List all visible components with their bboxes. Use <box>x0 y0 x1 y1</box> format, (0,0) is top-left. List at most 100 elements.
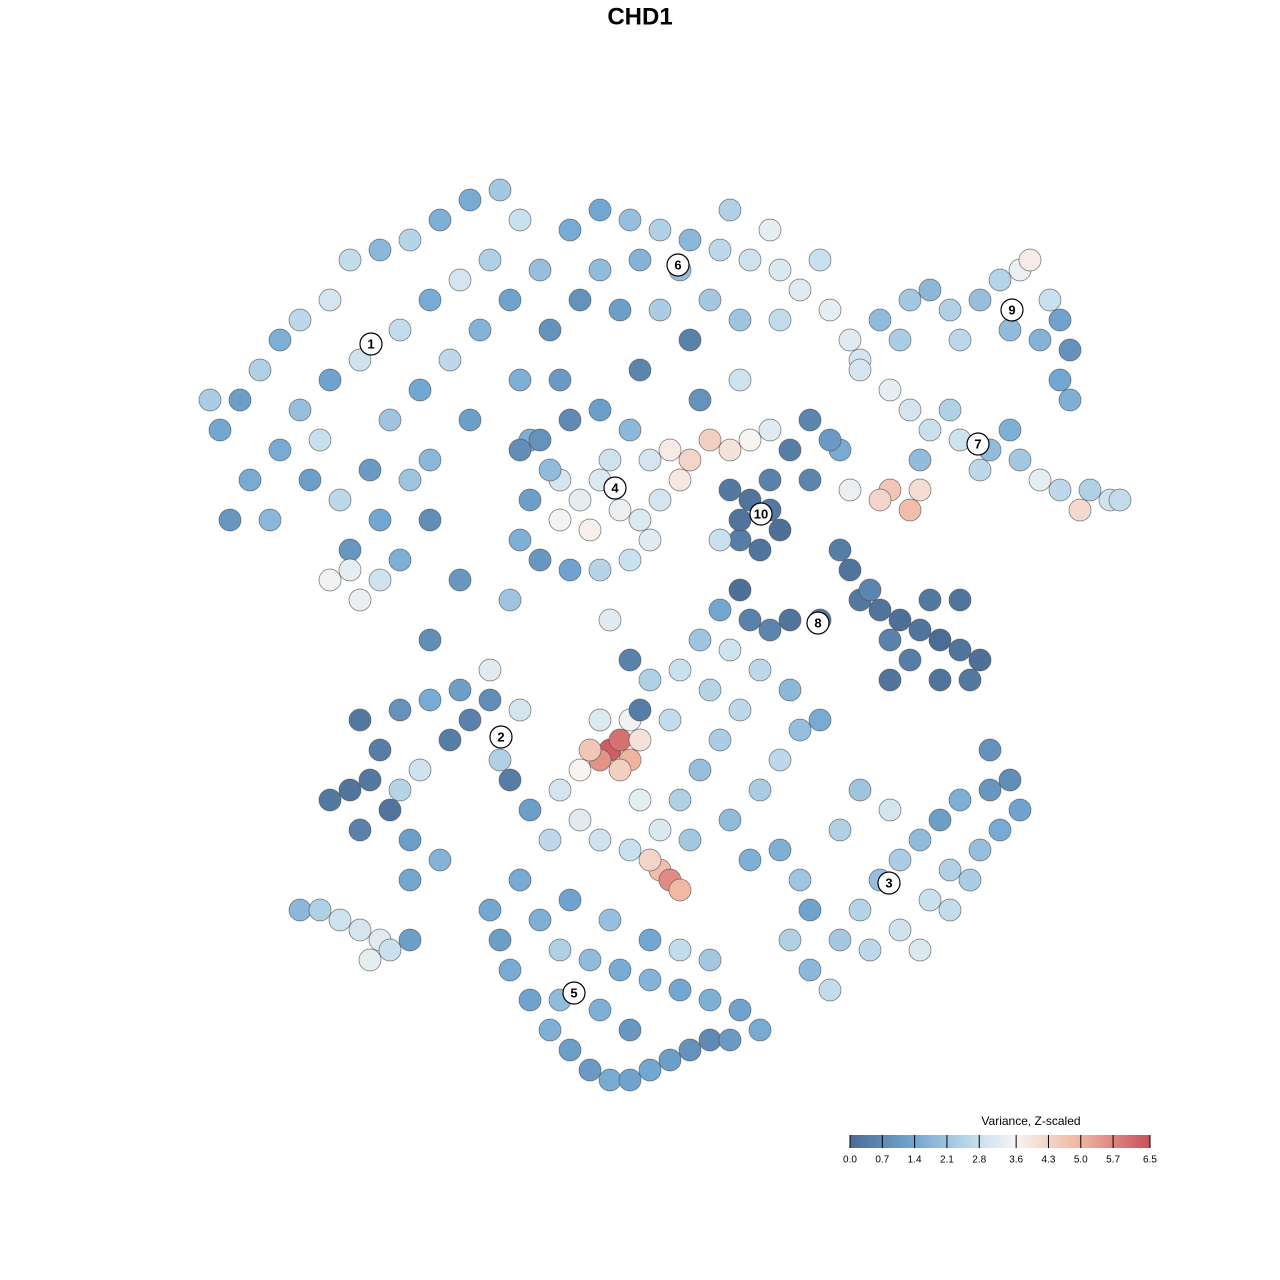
point <box>468 318 492 342</box>
cluster-marker <box>1000 298 1024 322</box>
point <box>568 758 592 782</box>
point <box>1058 388 1082 412</box>
point <box>918 888 942 912</box>
point <box>618 548 642 572</box>
point <box>768 748 792 772</box>
point <box>648 818 672 842</box>
point <box>828 928 852 952</box>
point <box>898 398 922 422</box>
point <box>698 428 722 452</box>
point <box>678 828 702 852</box>
point <box>398 468 422 492</box>
point <box>1048 308 1072 332</box>
point <box>558 218 582 242</box>
point <box>948 788 972 812</box>
point <box>638 848 662 872</box>
point <box>498 288 522 312</box>
point <box>818 978 842 1002</box>
point <box>378 938 402 962</box>
point <box>648 218 672 242</box>
point <box>498 588 522 612</box>
point <box>728 308 752 332</box>
point <box>488 748 512 772</box>
point <box>488 928 512 952</box>
point <box>618 1068 642 1092</box>
point <box>518 488 542 512</box>
point <box>598 908 622 932</box>
point <box>398 928 422 952</box>
point <box>848 898 872 922</box>
point <box>618 418 642 442</box>
point <box>958 668 982 692</box>
point <box>508 698 532 722</box>
point <box>818 298 842 322</box>
point <box>358 768 382 792</box>
point <box>548 938 572 962</box>
point <box>438 348 462 372</box>
point <box>658 708 682 732</box>
point <box>938 398 962 422</box>
point <box>668 658 692 682</box>
point <box>508 868 532 892</box>
point <box>868 598 892 622</box>
point <box>508 438 532 462</box>
point <box>618 208 642 232</box>
cluster-label: 1 <box>367 336 374 351</box>
point <box>348 348 372 372</box>
point <box>778 608 802 632</box>
colorbar: Variance, Z-scaled 0.0 0.7 1.4 2.1 2.8 3.6 4.3… <box>843 1114 1157 1165</box>
point <box>628 248 652 272</box>
point <box>508 208 532 232</box>
point <box>378 798 402 822</box>
point <box>528 908 552 932</box>
point <box>768 258 792 282</box>
point <box>708 728 732 752</box>
point <box>478 658 502 682</box>
point <box>578 1058 602 1082</box>
point <box>718 478 742 502</box>
point <box>908 448 932 472</box>
points <box>198 178 1132 1092</box>
point <box>508 528 532 552</box>
colorbar-tick-label: 2.8 <box>972 1155 986 1166</box>
point <box>758 418 782 442</box>
point <box>318 568 342 592</box>
point <box>798 958 822 982</box>
point <box>618 648 642 672</box>
point <box>668 788 692 812</box>
point <box>1048 478 1072 502</box>
point <box>928 628 952 652</box>
point <box>518 798 542 822</box>
cluster-marker <box>806 611 830 635</box>
point <box>768 518 792 542</box>
point <box>338 778 362 802</box>
point <box>588 258 612 282</box>
chart-title: CHD1 <box>607 3 672 30</box>
point <box>808 708 832 732</box>
point <box>648 298 672 322</box>
point <box>698 948 722 972</box>
point <box>798 468 822 492</box>
point <box>768 308 792 332</box>
point <box>788 718 812 742</box>
point <box>688 758 712 782</box>
point <box>658 438 682 462</box>
point <box>758 468 782 492</box>
cluster-label: 5 <box>570 985 577 1000</box>
cluster-marker <box>966 432 990 456</box>
point <box>538 458 562 482</box>
point <box>198 388 222 412</box>
cluster-marker <box>877 871 901 895</box>
point <box>358 458 382 482</box>
point <box>1008 448 1032 472</box>
point <box>418 688 442 712</box>
point <box>598 448 622 472</box>
point <box>658 1048 682 1072</box>
point <box>838 328 862 352</box>
point <box>828 818 852 842</box>
point <box>268 438 292 462</box>
point <box>698 678 722 702</box>
point <box>638 668 662 692</box>
cluster-label: 7 <box>974 436 981 451</box>
